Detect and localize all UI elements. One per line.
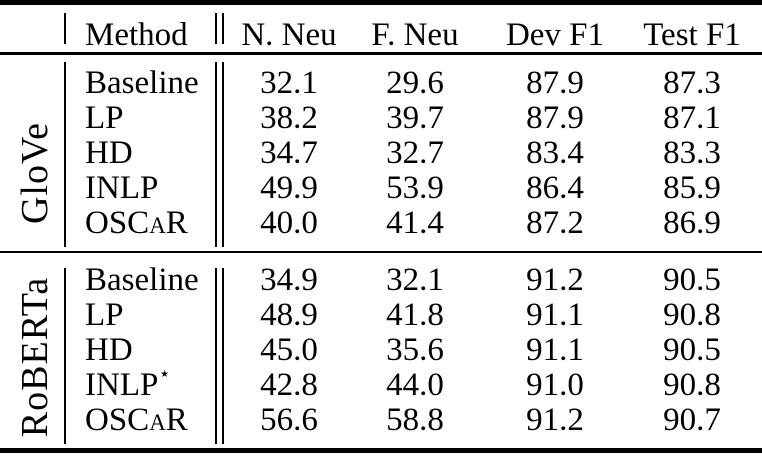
table-row: Baseline 32.1 29.6 87.9 87.3 [0, 66, 762, 101]
group-separator-rule [0, 251, 762, 253]
value-cell: 87.3 [663, 65, 721, 101]
value-cell: 34.9 [260, 262, 318, 298]
method-cell: HD [85, 332, 133, 368]
table-row: HD 34.7 32.7 83.4 83.3 [0, 136, 762, 171]
value-cell: 58.8 [386, 402, 444, 438]
header-method: Method [85, 17, 188, 53]
value-cell: 90.7 [663, 402, 721, 438]
header-rule [0, 52, 762, 55]
value-cell: 49.9 [260, 170, 318, 206]
value-cell: 90.8 [663, 367, 721, 403]
table-row: HD 45.0 35.6 91.1 90.5 [0, 333, 762, 368]
value-cell: 87.1 [663, 100, 721, 136]
value-cell: 83.4 [526, 135, 584, 171]
bottom-rule [0, 448, 762, 453]
method-cell: OSCaR [85, 205, 188, 241]
value-cell: 91.1 [526, 332, 584, 368]
method-cell: Baseline [85, 262, 199, 298]
header-col-dev-f1: Dev F1 [505, 17, 605, 53]
value-cell: 87.9 [526, 65, 584, 101]
double-vertical-rule-left [215, 268, 217, 444]
top-rule [0, 0, 762, 5]
method-cell: LP [85, 100, 124, 136]
value-cell: 39.7 [386, 100, 444, 136]
value-cell: 29.6 [386, 65, 444, 101]
value-cell: 42.8 [260, 367, 318, 403]
double-vertical-rule-right [222, 62, 224, 247]
value-cell: 34.7 [260, 135, 318, 171]
method-cell: OSCaR [85, 402, 188, 438]
value-cell: 86.9 [663, 205, 721, 241]
value-cell: 87.9 [526, 100, 584, 136]
value-cell: 44.0 [386, 367, 444, 403]
method-label: INLP [85, 367, 159, 403]
value-cell: 56.6 [260, 402, 318, 438]
table-row: Baseline 34.9 32.1 91.2 90.5 [0, 263, 762, 298]
table-row: INLP 49.9 53.9 86.4 85.9 [0, 171, 762, 206]
value-cell: 41.8 [386, 297, 444, 333]
value-cell: 90.5 [663, 262, 721, 298]
value-cell: 91.0 [526, 367, 584, 403]
single-vertical-rule [64, 268, 66, 444]
header-col-n-neu: N. Neu [241, 17, 337, 53]
header-row: Method N. Neu F. Neu Dev F1 Test F1 [0, 18, 762, 53]
header-col-test-f1: Test F1 [643, 17, 741, 53]
method-cell: HD [85, 135, 133, 171]
method-cell: Baseline [85, 65, 199, 101]
method-cell: LP [85, 297, 124, 333]
value-cell: 53.9 [386, 170, 444, 206]
double-vertical-rule-right [222, 268, 224, 444]
method-cell: INLP [85, 170, 159, 206]
value-cell: 86.4 [526, 170, 584, 206]
value-cell: 90.5 [663, 332, 721, 368]
double-vertical-rule-right [222, 13, 224, 44]
value-cell: 90.8 [663, 297, 721, 333]
value-cell: 91.2 [526, 262, 584, 298]
method-cell: INLP⋆ [85, 364, 171, 403]
single-vertical-rule [64, 13, 66, 44]
header-col-f-neu: F. Neu [371, 17, 459, 53]
single-vertical-rule [64, 62, 66, 247]
table-row: LP 48.9 41.8 91.1 90.8 [0, 298, 762, 333]
star-superscript: ⋆ [158, 363, 171, 386]
value-cell: 32.1 [386, 262, 444, 298]
value-cell: 85.9 [663, 170, 721, 206]
double-vertical-rule-left [215, 13, 217, 44]
value-cell: 40.0 [260, 205, 318, 241]
value-cell: 83.3 [663, 135, 721, 171]
table-row: INLP⋆ 42.8 44.0 91.0 90.8 [0, 364, 762, 403]
table-row: OSCaR 56.6 58.8 91.2 90.7 [0, 403, 762, 438]
double-vertical-rule-left [215, 62, 217, 247]
value-cell: 38.2 [260, 100, 318, 136]
table-row: OSCaR 40.0 41.4 87.2 86.9 [0, 206, 762, 241]
value-cell: 91.1 [526, 297, 584, 333]
value-cell: 48.9 [260, 297, 318, 333]
table-row: LP 38.2 39.7 87.9 87.1 [0, 101, 762, 136]
value-cell: 87.2 [526, 205, 584, 241]
value-cell: 41.4 [386, 205, 444, 241]
value-cell: 35.6 [386, 332, 444, 368]
value-cell: 45.0 [260, 332, 318, 368]
value-cell: 32.1 [260, 65, 318, 101]
value-cell: 91.2 [526, 402, 584, 438]
value-cell: 32.7 [386, 135, 444, 171]
